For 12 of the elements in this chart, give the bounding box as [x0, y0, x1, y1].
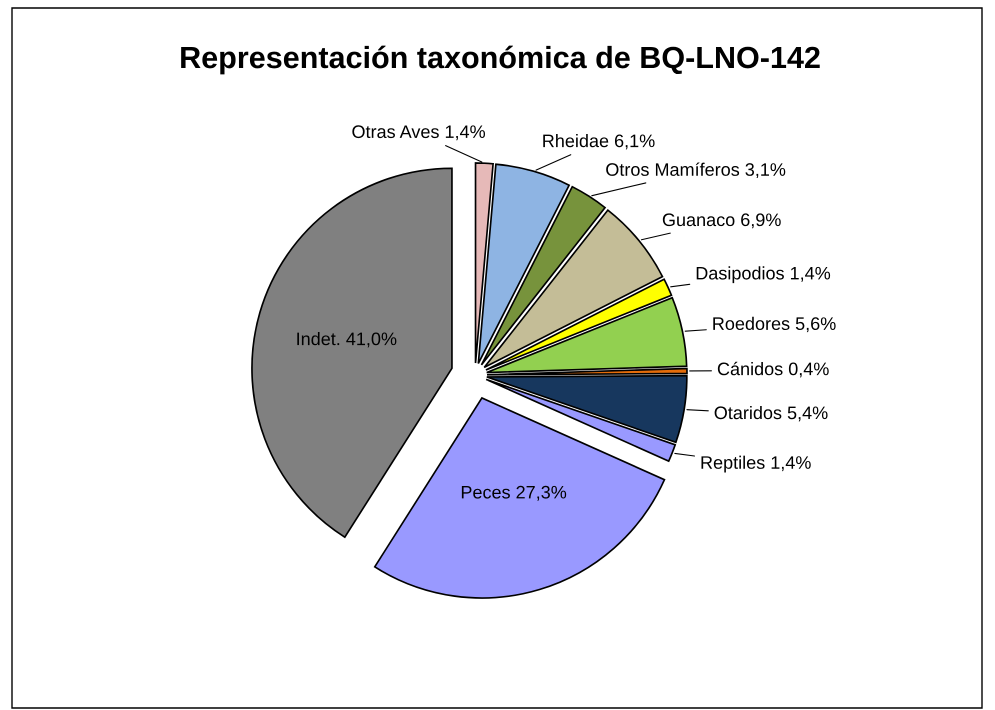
slice-label: Roedores 5,6% [713, 316, 836, 332]
slice-label: Indet. 41,0% [297, 332, 396, 348]
slice-label: Rheidae 6,1% [543, 134, 655, 150]
chart-title: Representación taxonómica de BQ-LNO-142 [181, 46, 820, 74]
slice-label: Otras Aves 1,4% [352, 125, 486, 140]
slice-label: Reptiles 1,4% [701, 456, 811, 472]
slice-label: Dasipodios 1,4% [696, 266, 830, 284]
slice-label: Cánidos 0,4% [718, 362, 829, 378]
slice-label: Guanaco 6,9% [662, 213, 781, 228]
slice-label: Otaridos 5,4% [714, 406, 828, 422]
slice-label: Peces 27,3% [462, 486, 566, 501]
slice-label: Otros Mamíferos 3,1% [606, 162, 786, 178]
